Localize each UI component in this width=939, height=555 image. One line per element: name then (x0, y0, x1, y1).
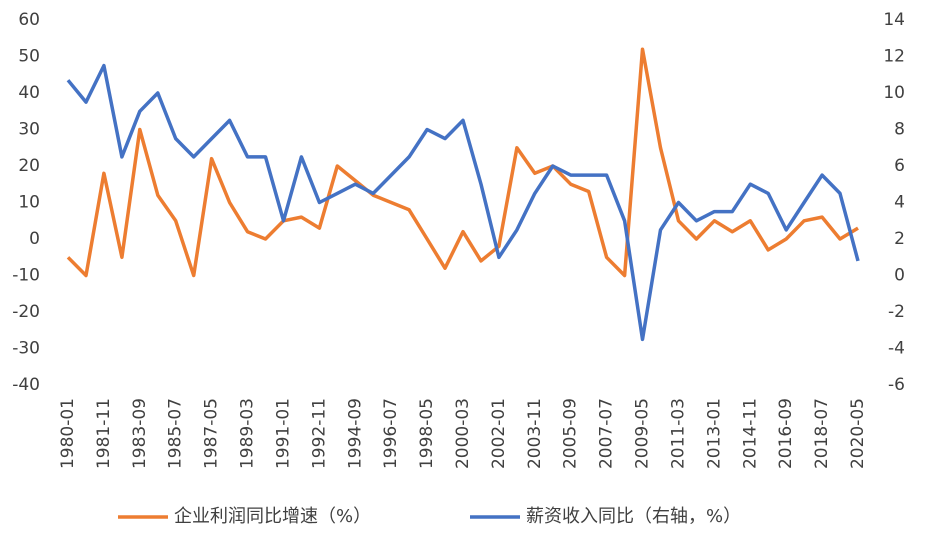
x-tick-label: 1992-11 (309, 398, 329, 469)
x-tick-label: 2005-09 (561, 398, 581, 469)
x-tick-label: 1980-01 (58, 398, 78, 469)
y-tick-label: 60 (18, 10, 40, 30)
y2-tick-label: -4 (888, 339, 905, 359)
y-tick-label: -20 (12, 302, 40, 322)
x-tick-label: 2009-05 (633, 398, 653, 469)
x-tick-label: 2011-03 (668, 398, 688, 469)
y2-tick-label: -2 (888, 302, 905, 322)
x-tick-label: 1998-05 (417, 398, 437, 469)
x-tick-label: 2014-11 (740, 398, 760, 469)
y2-tick-label: 12 (883, 47, 905, 67)
x-tick-label: 2002-01 (489, 398, 509, 469)
y-tick-label: 40 (18, 83, 40, 103)
y2-tick-label: 4 (894, 193, 905, 213)
y-tick-label: 30 (18, 120, 40, 140)
y-tick-label: -10 (12, 266, 40, 286)
y2-tick-label: 6 (894, 156, 905, 176)
series-line (66, 63, 860, 342)
x-tick-label: 2020-05 (848, 398, 868, 469)
y2-tick-label: 8 (894, 120, 905, 140)
x-tick-label: 2018-07 (812, 398, 832, 469)
x-tick-label: 1994-09 (345, 398, 365, 469)
series-line (66, 47, 859, 278)
y-tick-label: 50 (18, 47, 40, 67)
y2-tick-label: -6 (888, 375, 905, 395)
y2-tick-label: 14 (883, 10, 905, 30)
legend-label: 薪资收入同比（右轴，%） (526, 506, 741, 527)
x-tick-label: 1989-03 (238, 398, 258, 469)
y2-tick-label: 10 (883, 83, 905, 103)
x-tick-label: 2007-07 (597, 398, 617, 469)
y-tick-label: -40 (12, 375, 40, 395)
x-tick-label: 1987-05 (202, 398, 222, 469)
x-tick-label: 2013-01 (704, 398, 724, 469)
y-tick-label: 10 (18, 193, 40, 213)
y2-tick-label: 0 (894, 266, 905, 286)
x-tick-label: 2000-03 (453, 398, 473, 469)
x-tick-label: 2016-09 (776, 398, 796, 469)
x-tick-label: 1985-07 (166, 398, 186, 469)
y-tick-label: 0 (29, 229, 40, 249)
x-tick-label: 1991-01 (273, 398, 293, 469)
legend-label: 企业利润同比增速（%） (174, 506, 371, 527)
x-tick-label: 1983-09 (130, 398, 150, 469)
x-tick-label: 1981-11 (94, 398, 114, 469)
x-tick-label: 1996-07 (381, 398, 401, 469)
y2-tick-label: 2 (894, 229, 905, 249)
x-tick-label: 2003-11 (525, 398, 545, 469)
y-tick-label: -30 (12, 339, 40, 359)
y-tick-label: 20 (18, 156, 40, 176)
